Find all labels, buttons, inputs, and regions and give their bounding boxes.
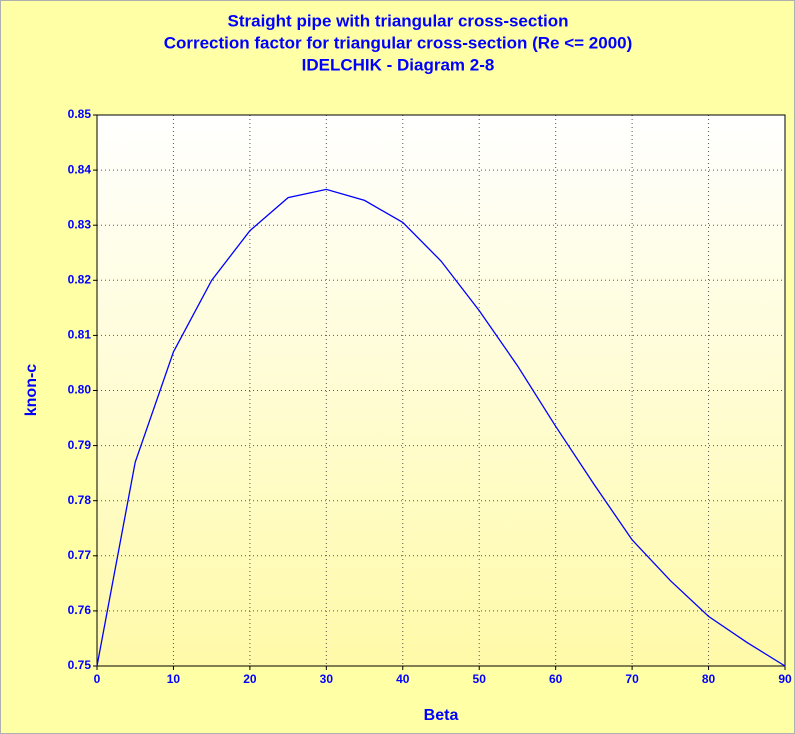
x-tick-label: 60: [549, 672, 563, 686]
y-tick-label: 0.80: [68, 383, 92, 397]
x-tick-label: 50: [473, 672, 487, 686]
y-tick-label: 0.77: [68, 548, 92, 562]
y-tick-label: 0.75: [68, 658, 92, 672]
x-tick-label: 20: [243, 672, 257, 686]
chart-title: Straight pipe with triangular cross-sect…: [228, 11, 569, 30]
y-tick-label: 0.76: [68, 603, 92, 617]
x-tick-label: 90: [778, 672, 792, 686]
y-tick-label: 0.82: [68, 272, 92, 286]
chart-title: Correction factor for triangular cross-s…: [164, 33, 633, 52]
x-tick-label: 0: [94, 672, 101, 686]
y-axis-label: knon-c: [23, 364, 40, 417]
y-tick-label: 0.85: [68, 107, 92, 121]
y-tick-label: 0.78: [68, 493, 92, 507]
plot-frame: [96, 114, 786, 667]
y-tick-label: 0.83: [68, 217, 92, 231]
x-axis-label: Beta: [424, 707, 459, 724]
x-tick-label: 80: [702, 672, 716, 686]
x-tick-label: 70: [625, 672, 639, 686]
y-tick-label: 0.81: [68, 328, 92, 342]
x-tick-label: 10: [167, 672, 181, 686]
x-tick-label: 30: [320, 672, 334, 686]
y-tick-label: 0.79: [68, 438, 92, 452]
chart-title: IDELCHIK - Diagram 2-8: [302, 55, 495, 74]
x-tick-label: 40: [396, 672, 410, 686]
y-tick-label: 0.84: [68, 162, 92, 176]
line-series: [96, 188, 786, 667]
